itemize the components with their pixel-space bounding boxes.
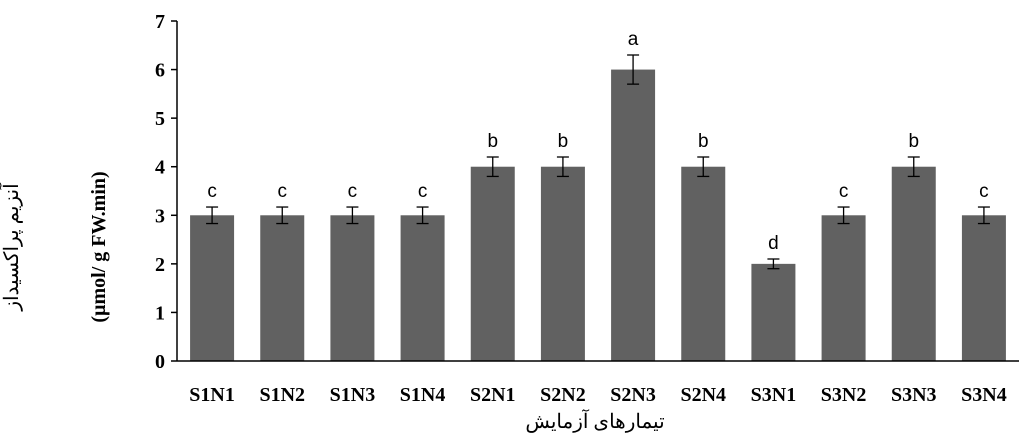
significance-letter: b [487,131,498,152]
bar [891,166,936,361]
bar [260,215,305,361]
bar [961,215,1006,361]
x-category-label: S3N3 [891,384,937,406]
y-tick-label: 0 [155,351,165,373]
x-category-label: S2N4 [680,384,726,406]
bar [190,215,235,361]
significance-letter: c [207,181,217,202]
y-axis-title-line1: آنزیم پراکسیداز [0,182,23,312]
x-axis-title: تیمارهای آزمایش [525,409,664,433]
bar [330,215,375,361]
significance-letter: b [558,131,569,152]
y-tick-label: 7 [155,11,165,33]
significance-letter: b [908,131,919,152]
y-tick-label: 3 [155,205,165,227]
y-tick-label: 4 [155,157,165,179]
x-category-label: S3N2 [821,384,867,406]
y-tick-label: 5 [155,108,165,130]
bar [540,166,585,361]
bars-layer: c c c c b b a b d c b c [190,29,1006,362]
x-category-label: S2N3 [610,384,656,406]
significance-letter: c [348,181,358,202]
x-category-label: S1N3 [330,384,376,406]
axes-layer [176,21,1019,362]
x-category-label: S1N1 [189,384,235,406]
bar [751,263,796,361]
bar [470,166,515,361]
y-axis-title-line2: (µmol/ g FW.min) [88,171,110,322]
y-tick-label: 6 [155,60,165,82]
significance-letter: a [628,29,639,50]
bar [400,215,445,361]
x-category-labels: S1N1 S1N2 S1N3 S1N4 S2N1 S2N2 S2N3 S2N4 S3N1 S3N2… [189,384,1006,406]
x-category-label: S1N4 [400,384,446,406]
significance-letter: c [839,181,849,202]
significance-letter: b [698,131,709,152]
y-ticks: 0 1 2 3 4 5 6 7 [155,11,177,373]
y-tick-label: 1 [155,302,165,324]
x-category-label: S3N4 [961,384,1007,406]
bar [821,215,866,361]
bar [681,166,726,361]
bar [611,69,656,362]
significance-letter: c [278,181,288,202]
x-category-label: S3N1 [751,384,797,406]
significance-letter: c [418,181,428,202]
x-category-label: S2N2 [540,384,586,406]
significance-letter: c [979,181,989,202]
y-tick-label: 2 [155,254,165,276]
x-category-label: S1N2 [259,384,305,406]
x-category-label: S2N1 [470,384,516,406]
significance-letter: d [768,233,779,254]
